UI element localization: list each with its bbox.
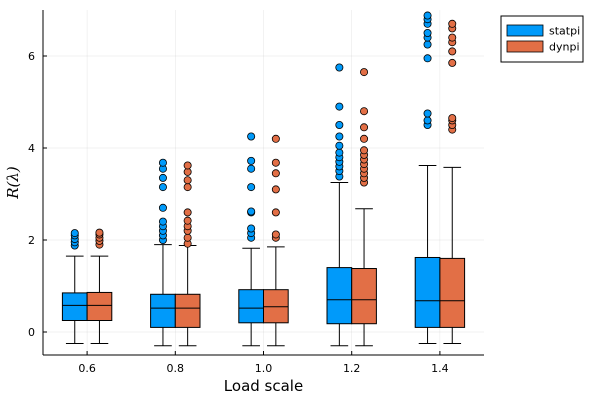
dynpi-outlier-point bbox=[271, 158, 280, 167]
y-axis-title: R(λ) bbox=[4, 166, 22, 200]
y-tick-label: 6 bbox=[28, 50, 35, 63]
dynpi-outlier-point bbox=[448, 33, 457, 42]
statpi-outlier-point bbox=[423, 40, 432, 49]
dynpi-outlier-point bbox=[271, 169, 280, 178]
dynpi-box bbox=[174, 293, 201, 328]
dynpi-outlier-point bbox=[271, 185, 280, 194]
legend-frame bbox=[500, 15, 584, 63]
x-tick-label: 1.0 bbox=[255, 362, 273, 375]
statpi-outlier-point bbox=[247, 156, 256, 165]
y-tick-label: 0 bbox=[28, 326, 35, 339]
dynpi-outlier-point bbox=[183, 161, 192, 170]
dynpi-outlier-point bbox=[360, 123, 369, 132]
dynpi-outlier-point bbox=[183, 208, 192, 217]
dynpi-outlier-point bbox=[448, 114, 457, 123]
axes bbox=[42, 10, 484, 356]
statpi-box bbox=[326, 267, 353, 325]
dynpi-box bbox=[86, 291, 113, 322]
y-tick-label: 4 bbox=[28, 142, 35, 155]
statpi-box bbox=[238, 289, 264, 324]
statpi-box bbox=[414, 256, 441, 328]
statpi-outlier-point bbox=[247, 183, 256, 192]
dynpi-outlier-point bbox=[448, 58, 457, 67]
legend[interactable]: statpi dynpi bbox=[500, 15, 584, 63]
tick-labels: 0.6 0.8 1.0 1.2 1.4 0 2 4 6 bbox=[28, 50, 449, 375]
statpi-outlier-point bbox=[247, 164, 256, 173]
x-tick-label: 0.8 bbox=[167, 362, 185, 375]
statpi-outlier-point bbox=[423, 116, 432, 125]
dynpi-box bbox=[439, 257, 466, 328]
statpi-outlier-point bbox=[423, 11, 432, 20]
statpi-outlier-point bbox=[158, 183, 167, 192]
dynpi-box bbox=[351, 268, 377, 325]
dynpi-outlier-point bbox=[360, 107, 369, 116]
statpi-outlier-point bbox=[335, 132, 344, 141]
statpi-outlier-point bbox=[247, 224, 256, 233]
legend-label-dynpi: dynpi bbox=[549, 41, 580, 54]
dynpi-outlier-point bbox=[271, 208, 280, 217]
dynpi-outlier-point bbox=[360, 146, 369, 155]
legend-swatch-dynpi bbox=[506, 40, 544, 53]
statpi-outlier-point bbox=[158, 173, 167, 182]
x-tick-label: 1.2 bbox=[343, 362, 361, 375]
legend-label-statpi: statpi bbox=[549, 25, 580, 38]
boxes bbox=[61, 11, 466, 347]
statpi-outlier-point bbox=[335, 63, 344, 72]
dynpi-outlier-point bbox=[95, 228, 104, 237]
dynpi-outlier-point bbox=[183, 216, 192, 225]
statpi-outlier-point bbox=[423, 109, 432, 118]
y-tick-label: 2 bbox=[28, 234, 35, 247]
statpi-outlier-point bbox=[158, 158, 167, 167]
statpi-box bbox=[61, 292, 88, 321]
dynpi-outlier-point bbox=[271, 230, 280, 239]
statpi-outlier-point bbox=[70, 229, 79, 238]
statpi-outlier-point bbox=[247, 207, 256, 216]
statpi-outlier-point bbox=[335, 102, 344, 111]
statpi-outlier-point bbox=[158, 203, 167, 212]
dynpi-outlier-point bbox=[360, 68, 369, 77]
dynpi-outlier-point bbox=[448, 47, 457, 56]
dynpi-outlier-point bbox=[271, 134, 280, 143]
dynpi-outlier-point bbox=[183, 233, 192, 242]
statpi-box bbox=[150, 293, 176, 328]
statpi-outlier-point bbox=[335, 121, 344, 130]
statpi-outlier-point bbox=[158, 217, 167, 226]
statpi-outlier-point bbox=[423, 54, 432, 63]
dynpi-outlier-point bbox=[360, 134, 369, 143]
statpi-outlier-point bbox=[423, 28, 432, 37]
statpi-outlier-point bbox=[247, 132, 256, 141]
dynpi-outlier-point bbox=[183, 176, 192, 185]
legend-swatch-statpi bbox=[506, 24, 544, 37]
dynpi-outlier-point bbox=[183, 183, 192, 192]
x-tick-label: 0.6 bbox=[78, 362, 96, 375]
grid bbox=[43, 10, 484, 355]
x-tick-label: 1.4 bbox=[431, 362, 449, 375]
statpi-outlier-point bbox=[335, 141, 344, 150]
statpi-outlier-point bbox=[335, 148, 344, 157]
dynpi-outlier-point bbox=[448, 19, 457, 28]
x-axis-title: Load scale bbox=[224, 377, 303, 395]
